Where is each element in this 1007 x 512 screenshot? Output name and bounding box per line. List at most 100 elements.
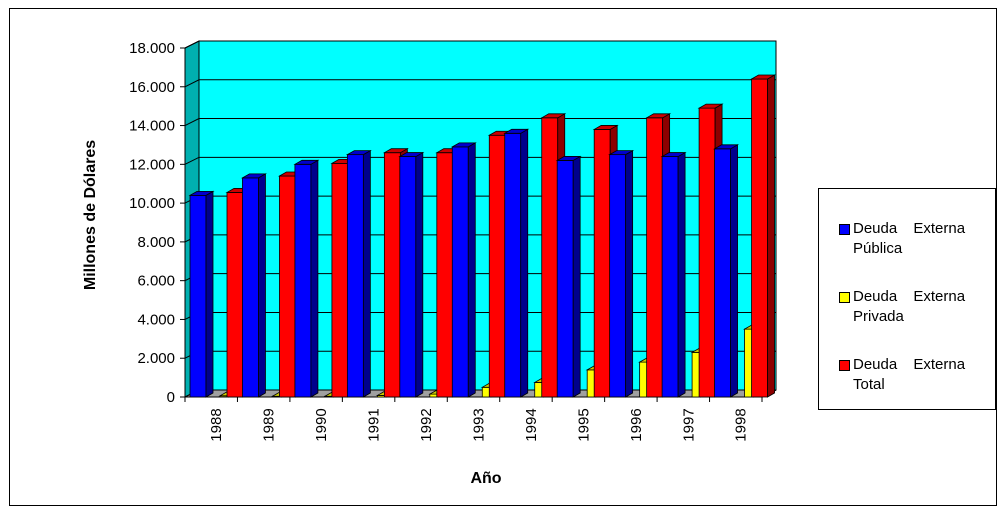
x-tick-label: 1988 — [208, 408, 225, 441]
legend-item-privada: Deuda Externa Privada — [839, 287, 989, 327]
x-axis-title: Año — [470, 470, 501, 487]
gridline — [184, 156, 776, 165]
bar-front — [609, 154, 627, 398]
y-tick-label: 4.000 — [137, 311, 175, 328]
bar-front — [279, 175, 296, 398]
legend-label-total: Deuda Externa Total — [853, 356, 966, 393]
bar-publica-1995 — [555, 155, 582, 398]
x-tick-label: 1993 — [470, 408, 487, 441]
bar-front — [226, 192, 244, 398]
bar-front — [294, 163, 312, 398]
bar-total-1998 — [750, 74, 777, 398]
y-tick-label: 8.000 — [137, 234, 175, 251]
bar-top — [750, 74, 777, 80]
bar-front — [646, 117, 664, 398]
bar-publica-1988 — [188, 190, 215, 398]
bar-side — [677, 151, 686, 398]
bar-top — [503, 128, 530, 134]
bar-side — [362, 149, 371, 398]
bar-top — [713, 144, 740, 150]
bar-top — [382, 148, 409, 154]
bar-top — [398, 152, 425, 157]
bar-publica-1993 — [450, 142, 477, 398]
bar-publica-1989 — [240, 173, 267, 398]
x-tick-label: 1995 — [575, 408, 592, 441]
x-tick-labels: 1988 1989 1990 1991 1992 1993 1994 1995 1996 1997… — [208, 408, 750, 441]
legend-swatch-publica — [839, 224, 850, 235]
x-tick-label: 1996 — [628, 408, 645, 441]
bar-front — [698, 107, 716, 398]
gridline — [184, 40, 776, 49]
bar-front — [751, 78, 768, 398]
bar-side — [205, 190, 214, 398]
bar-front — [331, 162, 349, 398]
bar-front — [383, 152, 401, 398]
plot-walls — [184, 40, 777, 398]
legend-swatch-total — [839, 360, 850, 371]
bar-side — [467, 142, 476, 398]
y-tick-label: 0 — [167, 389, 175, 406]
bar-top — [450, 142, 477, 148]
bar-publica-1991 — [345, 149, 372, 398]
bar-publica-1996 — [608, 149, 635, 398]
x-tick-label: 1989 — [261, 408, 278, 441]
gridline — [184, 79, 776, 88]
gridline — [184, 118, 776, 127]
bar-side — [310, 159, 319, 398]
y-tick-labels: 0 2.000 4.000 6.000 8.000 10.000 12.000 14.000 1… — [129, 40, 175, 406]
bar-top — [345, 150, 372, 156]
x-tick-label: 1992 — [418, 408, 435, 441]
x-tick-label: 1990 — [313, 408, 330, 441]
x-tick-label: 1994 — [523, 408, 540, 441]
legend-item-publica: Deuda Externa Pública — [839, 219, 989, 259]
bar-publica-1990 — [293, 159, 320, 398]
y-tick-label: 12.000 — [129, 156, 175, 173]
x-tick-label: 1991 — [366, 408, 383, 441]
y-tick-label: 10.000 — [129, 195, 175, 212]
bar-top — [555, 156, 582, 161]
bar-top — [697, 103, 724, 109]
x-tick-label: 1998 — [733, 408, 750, 441]
legend: Deuda Externa Pública Deuda Externa Priv… — [818, 188, 996, 410]
bar-front — [488, 134, 506, 398]
y-tick-label: 18.000 — [129, 40, 175, 57]
bar-top — [293, 159, 320, 165]
bar-publica-1997 — [660, 151, 687, 398]
bar-front — [556, 160, 574, 398]
bar-front — [504, 132, 522, 398]
bar-front — [436, 152, 454, 398]
bar-side — [258, 173, 266, 398]
y-tick-label: 6.000 — [137, 273, 175, 290]
y-axis-title: Millones de Dólares — [82, 140, 99, 290]
bar-side — [767, 74, 775, 398]
bar-top — [660, 152, 687, 157]
bar-front — [189, 194, 207, 398]
bar-publica-1992 — [398, 151, 425, 398]
bars — [188, 74, 777, 398]
bar-front — [242, 177, 259, 398]
bar-top — [608, 150, 635, 156]
bar-top — [592, 125, 619, 130]
bar-top — [240, 173, 267, 179]
bar-front — [661, 156, 679, 398]
bar-front — [399, 156, 417, 398]
legend-label-publica: Deuda Externa Pública — [853, 220, 966, 257]
y-tick-label: 2.000 — [137, 350, 175, 367]
legend-swatch-privada — [839, 292, 850, 303]
y-tick-label: 14.000 — [129, 118, 175, 135]
legend-label-privada: Deuda Externa Privada — [853, 288, 966, 325]
bar-top — [188, 190, 215, 196]
x-tick-label: 1997 — [680, 408, 697, 441]
bar-publica-1994 — [503, 128, 530, 398]
bar-front — [714, 148, 731, 398]
bar-side — [730, 144, 738, 398]
bar-publica-1998 — [713, 144, 740, 398]
bar-front — [346, 154, 364, 398]
bar-front — [451, 146, 469, 398]
bar-side — [415, 151, 424, 398]
bar-side — [625, 149, 634, 398]
bar-front — [593, 129, 611, 398]
bar-top — [645, 113, 672, 119]
bar-side — [572, 155, 581, 398]
